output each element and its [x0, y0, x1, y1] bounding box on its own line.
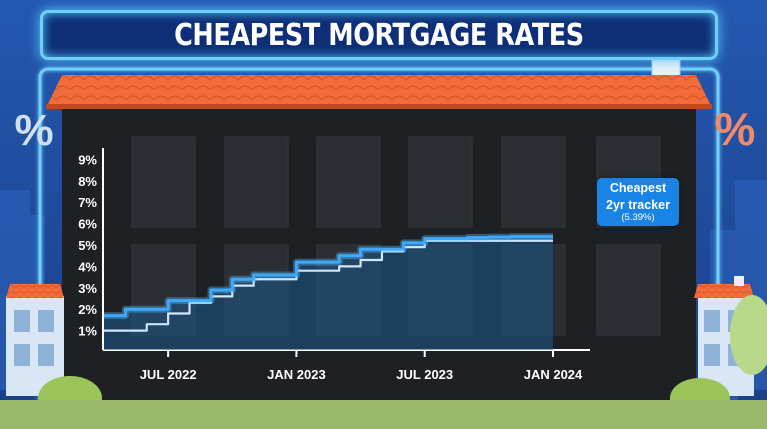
- y-tick-label: 2%: [78, 302, 97, 317]
- x-tick-label: JUL 2022: [140, 367, 197, 382]
- y-tick-label: 5%: [78, 238, 97, 253]
- ground: [0, 400, 767, 429]
- y-tick-label: 9%: [78, 152, 97, 167]
- y-tick-label: 1%: [78, 324, 97, 339]
- series-line-faint: [104, 239, 553, 332]
- x-tick-label: JAN 2024: [524, 367, 583, 382]
- roof: [46, 75, 712, 108]
- y-tick-label: 4%: [78, 259, 97, 274]
- percent-symbol-left: %: [14, 106, 53, 155]
- side-house-left: [6, 284, 64, 396]
- x-axis: JUL 2022 JAN 2023 JUL 2023 JAN 2024: [103, 349, 590, 382]
- series-line-bright: [104, 235, 553, 318]
- x-tick-label: JAN 2023: [267, 367, 326, 382]
- page-title: CHEAPEST MORTGAGE RATES: [174, 17, 584, 53]
- y-axis: 1% 2% 3% 4% 5% 6% 7% 8% 9%: [78, 148, 104, 350]
- rate-area-fill: [104, 236, 553, 350]
- y-tick-label: 7%: [78, 195, 97, 210]
- callout-value: (5.39%): [621, 212, 655, 223]
- callout-line1: Cheapest: [609, 181, 667, 195]
- callout-line2: 2yr tracker: [606, 198, 670, 212]
- y-tick-label: 8%: [78, 174, 97, 189]
- plot-area: [104, 233, 553, 350]
- y-tick-label: 3%: [78, 281, 97, 296]
- x-tick-label: JUL 2023: [396, 367, 453, 382]
- y-tick-label: 6%: [78, 217, 97, 232]
- title-banner: CHEAPEST MORTGAGE RATES: [40, 10, 718, 60]
- percent-symbol-right: %: [715, 103, 756, 155]
- cheapest-tracker-callout: Cheapest 2yr tracker (5.39%): [597, 178, 679, 226]
